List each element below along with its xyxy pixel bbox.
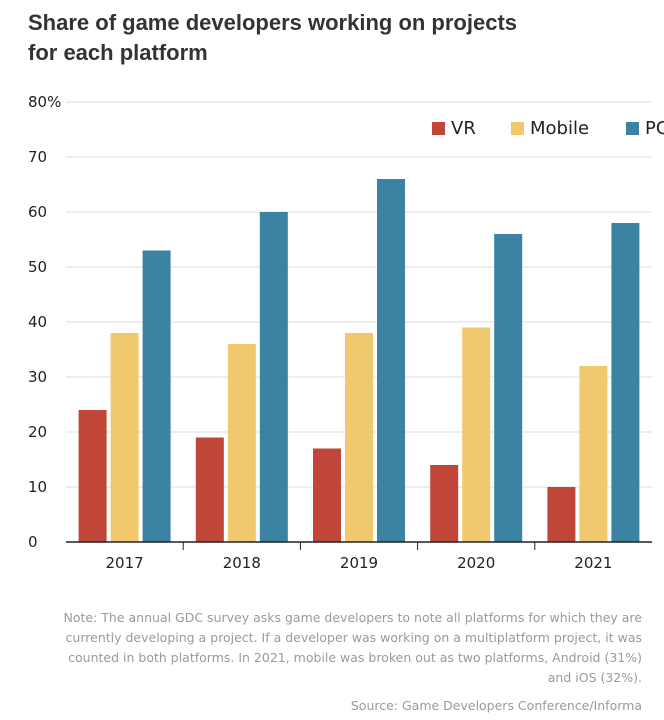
chart-title-line-1: Share of game developers working on proj… [28,10,518,35]
legend-swatch-pc [626,122,639,135]
x-tick-label: 2017 [106,554,144,572]
bar-chart: 0 10 20 30 40 50 60 70 80% 2017 2018 2019 2020 2021 VR… [28,93,664,572]
y-tick-label: 50 [28,258,47,276]
legend-swatch-vr [432,122,445,135]
y-tick-label: 60 [28,203,47,221]
bar-pc-2017 [142,250,171,542]
legend-label-vr: VR [451,118,476,139]
bar-vr-2021 [547,487,576,542]
bar-vr-2017 [78,410,107,542]
y-tick-label: 40 [28,313,47,331]
y-tick-label: 10 [28,478,47,496]
bar-mobile-2021 [579,366,608,542]
bar-vr-2018 [195,437,224,542]
x-tick-label: 2020 [457,554,495,572]
note-line-2: currently developing a project. If a dev… [65,630,642,645]
bar-pc-2018 [259,212,288,542]
bar-mobile-2020 [462,327,491,542]
note-line-3: counted in both platforms. In 2021, mobi… [68,650,642,665]
legend-swatch-mobile [511,122,524,135]
legend-label-mobile: Mobile [530,118,589,139]
y-tick-label: 20 [28,423,47,441]
bar-vr-2019 [313,448,341,542]
bar-pc-2020 [494,234,523,542]
bar-pc-2019 [377,179,405,542]
chart-title-line-2: for each platform [28,40,208,65]
chart-note: Note: The annual GDC survey asks game de… [42,608,642,688]
bar-mobile-2019 [345,333,373,542]
y-tick-label: 0 [28,533,38,551]
chart-title: Share of game developers working on proj… [28,8,628,68]
note-line-4: and iOS (32%). [547,670,642,685]
chart-source: Source: Game Developers Conference/Infor… [350,698,642,713]
bar-pc-2021 [611,223,640,542]
bar-mobile-2018 [227,344,256,542]
y-tick-label: 80% [28,93,61,111]
x-tick-label: 2019 [340,554,378,572]
y-tick-label: 30 [28,368,47,386]
x-tick-label: 2021 [574,554,612,572]
bar-vr-2020 [430,465,459,542]
note-line-1: Note: The annual GDC survey asks game de… [63,610,642,625]
bar-mobile-2017 [110,333,139,542]
x-tick-label: 2018 [223,554,261,572]
legend-label-pc: PC [645,118,664,139]
y-tick-label: 70 [28,148,47,166]
